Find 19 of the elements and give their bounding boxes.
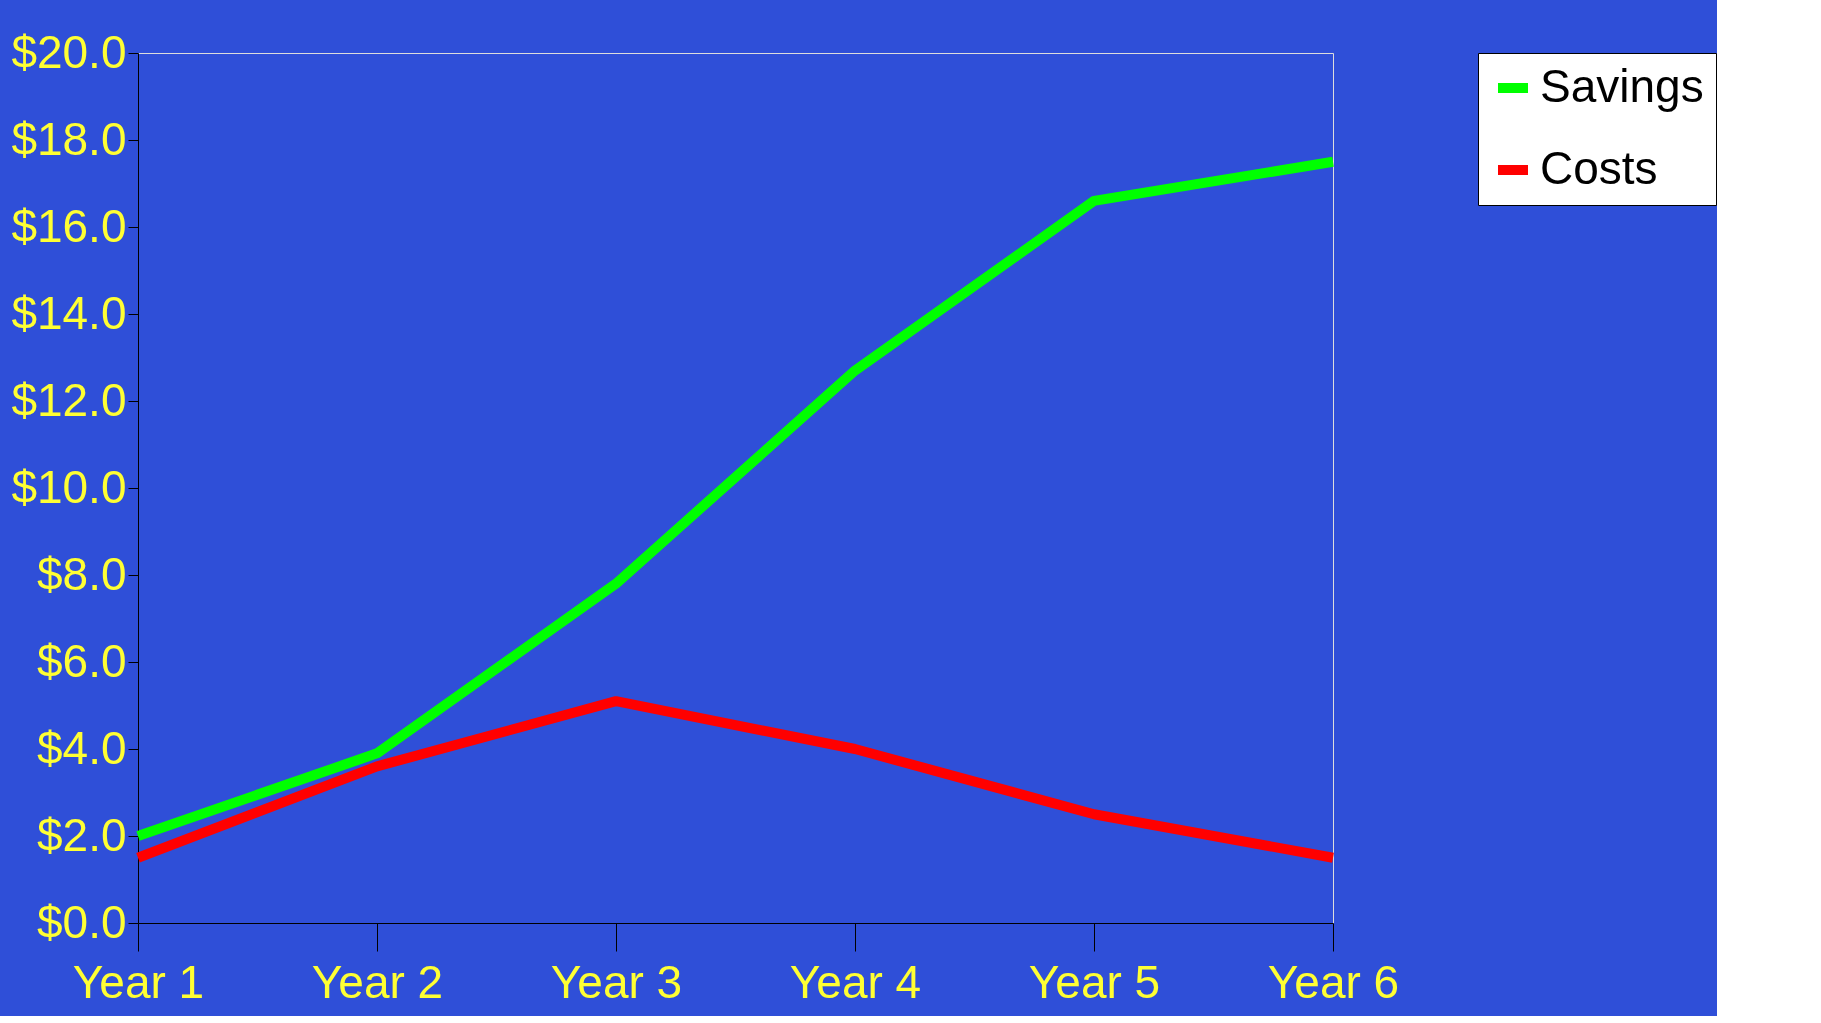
y-tick-label: $20.0: [11, 25, 127, 78]
y-tick-label: $2.0: [36, 808, 127, 861]
x-tick-label: Year 6: [1267, 955, 1400, 1008]
x-tick-label: Year 4: [789, 955, 922, 1008]
legend-label: Costs: [1540, 142, 1658, 194]
y-tick-label: $6.0: [36, 634, 127, 687]
legend-label: Savings: [1540, 60, 1704, 112]
y-tick-label: $14.0: [11, 286, 127, 339]
y-tick-label: $8.0: [36, 547, 127, 600]
y-tick-label: $10.0: [11, 460, 127, 513]
y-tick-label: $0.0: [36, 895, 127, 948]
x-tick-label: Year 5: [1028, 955, 1161, 1008]
x-tick-label: Year 2: [311, 955, 444, 1008]
y-tick-label: $4.0: [36, 721, 127, 774]
y-tick-label: $18.0: [11, 112, 127, 165]
y-tick-label: $16.0: [11, 199, 127, 252]
y-tick-label: $12.0: [11, 373, 127, 426]
x-tick-label: Year 1: [72, 955, 205, 1008]
x-tick-label: Year 3: [550, 955, 683, 1008]
